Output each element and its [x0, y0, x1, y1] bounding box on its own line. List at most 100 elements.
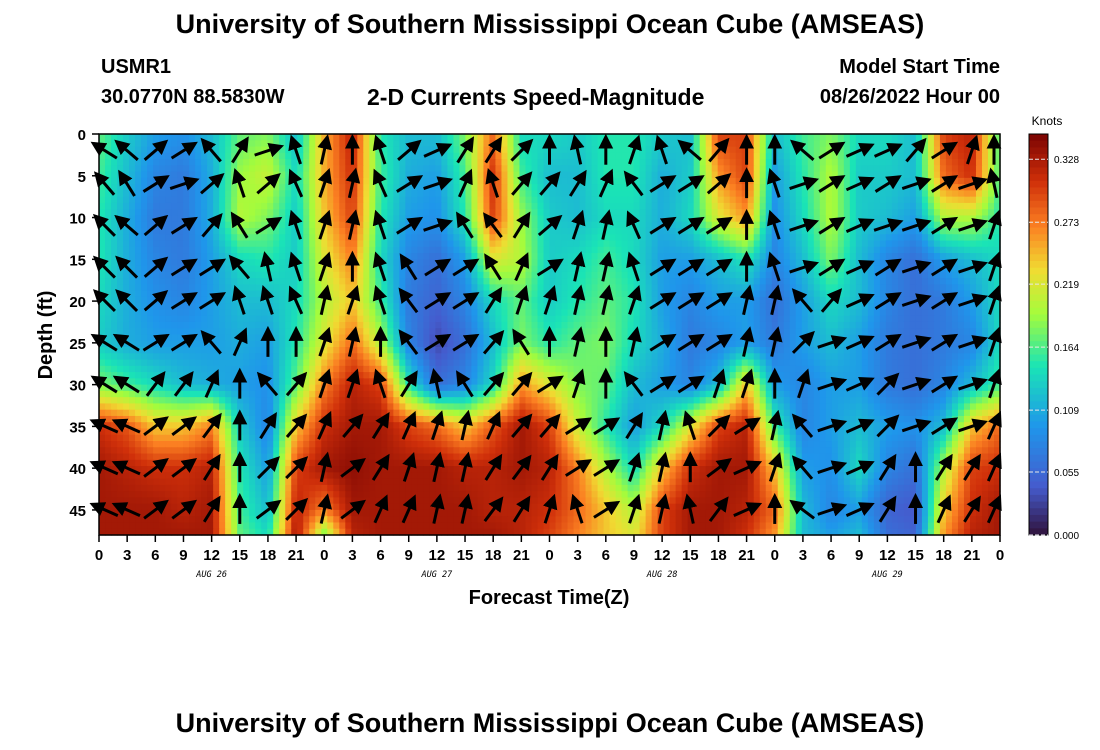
heatmap-cell [711, 190, 719, 198]
heatmap-cell [441, 196, 448, 204]
heatmap-cell [111, 184, 118, 191]
heatmap-cell [123, 246, 130, 254]
heatmap-cell [621, 196, 629, 204]
heatmap-cell [279, 259, 286, 267]
heatmap-cell [597, 134, 605, 141]
heatmap-cell [423, 234, 430, 242]
heatmap-cell [165, 246, 172, 254]
heatmap-cell [657, 227, 665, 235]
heatmap-cell [657, 278, 665, 285]
heatmap-cell [681, 296, 689, 304]
heatmap-cell [615, 234, 623, 242]
heatmap-cell [111, 134, 118, 141]
heatmap-cell [177, 321, 184, 329]
heatmap-cell [855, 190, 863, 198]
heatmap-cell [99, 227, 106, 235]
heatmap-cell [255, 246, 262, 254]
heatmap-cell [267, 171, 274, 179]
heatmap-cell [777, 271, 785, 279]
heatmap-cell [183, 159, 190, 166]
heatmap-cell [405, 215, 412, 223]
heatmap-cell [615, 196, 623, 204]
heatmap-cell [153, 253, 160, 260]
heatmap-cell [759, 328, 767, 336]
heatmap-cell [159, 309, 166, 317]
heatmap-cell [405, 159, 412, 166]
heatmap-cell [693, 246, 701, 254]
heatmap-cell [729, 253, 737, 260]
heatmap-cell [471, 209, 479, 217]
heatmap-cell [975, 196, 983, 204]
heatmap-cell [423, 290, 430, 298]
heatmap-cell [693, 140, 701, 148]
heatmap-cell [201, 152, 208, 160]
heatmap-cell [801, 309, 809, 317]
heatmap-cell [579, 303, 587, 311]
heatmap-cell [387, 202, 394, 210]
heatmap-cell [183, 284, 190, 292]
heatmap-cell [705, 296, 713, 304]
heatmap-cell [117, 328, 124, 336]
heatmap-cell [465, 240, 473, 248]
heatmap-cell [783, 278, 791, 285]
heatmap-cell [975, 190, 983, 198]
heatmap-cell [837, 309, 845, 317]
heatmap-cell [141, 321, 148, 329]
heatmap-cell [495, 321, 503, 329]
heatmap-cell [837, 303, 845, 311]
heatmap-cell [105, 215, 112, 223]
heatmap-cell [969, 215, 977, 223]
heatmap-cell [471, 234, 479, 242]
heatmap-cell [393, 259, 400, 267]
heatmap-cell [471, 240, 479, 248]
heatmap-cell [909, 215, 917, 223]
heatmap-cell [369, 134, 376, 141]
heatmap-cell [537, 259, 545, 267]
heatmap-cell [243, 209, 250, 217]
heatmap-cell [615, 184, 623, 191]
heatmap-cell [171, 140, 178, 148]
heatmap-cell [399, 177, 406, 185]
heatmap-cell [945, 190, 953, 198]
heatmap-cell [639, 171, 647, 179]
heatmap-cell [789, 278, 797, 285]
heatmap-cell [849, 303, 857, 311]
heatmap-cell [285, 190, 292, 198]
heatmap-cell [843, 221, 851, 229]
heatmap-cell [441, 271, 448, 279]
heatmap-cell [537, 271, 545, 279]
heatmap-cell [351, 265, 358, 273]
heatmap-cell [837, 134, 845, 141]
heatmap-cell [207, 271, 214, 279]
heatmap-cell [219, 303, 226, 311]
heatmap-cell [189, 303, 196, 311]
heatmap-cell [753, 190, 761, 198]
heatmap-cell [327, 202, 334, 210]
heatmap-cell [567, 221, 575, 229]
heatmap-cell [723, 190, 731, 198]
heatmap-cell [219, 309, 226, 317]
heatmap-cell [507, 177, 515, 185]
heatmap-cell [591, 196, 599, 204]
heatmap-cell [765, 140, 773, 148]
heatmap-cell [795, 309, 803, 317]
heatmap-cell [591, 146, 599, 154]
heatmap-cell [267, 340, 274, 348]
heatmap-cell [405, 190, 412, 198]
heatmap-cell [399, 196, 406, 204]
heatmap-cell [567, 134, 575, 141]
heatmap-cell [537, 140, 545, 148]
heatmap-cell [105, 284, 112, 292]
heatmap-cell [315, 196, 322, 204]
heatmap-cell [663, 234, 671, 242]
heatmap-cell [693, 202, 701, 210]
heatmap-cell [705, 334, 713, 342]
heatmap-cell [909, 159, 917, 166]
heatmap-cell [267, 134, 274, 141]
heatmap-cell [909, 334, 917, 342]
heatmap-cell [369, 146, 376, 154]
heatmap-cell [141, 309, 148, 317]
heatmap-cell [909, 196, 917, 204]
heatmap-cell [453, 290, 460, 298]
heatmap-cell [513, 284, 521, 292]
